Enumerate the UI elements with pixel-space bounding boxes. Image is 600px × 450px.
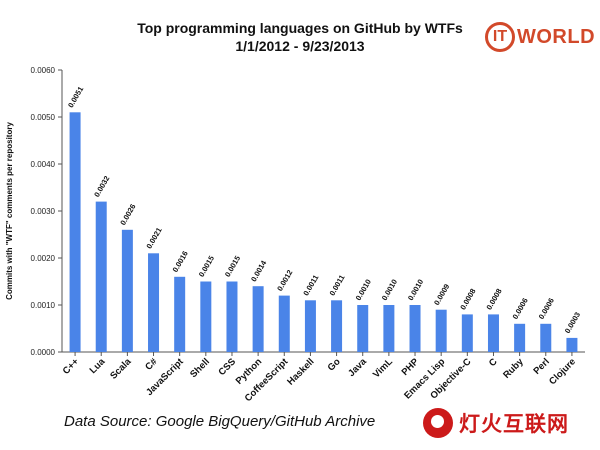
data-label: 0.0011 xyxy=(328,273,347,297)
category-label: C xyxy=(487,356,500,369)
bar xyxy=(461,314,473,352)
y-tick-label: 0.0040 xyxy=(31,160,56,169)
bar xyxy=(148,253,160,352)
bar xyxy=(226,281,238,352)
bar xyxy=(357,305,369,352)
data-label: 0.0032 xyxy=(92,174,111,198)
category-label: C# xyxy=(143,356,160,373)
bar xyxy=(487,314,499,352)
data-label: 0.0006 xyxy=(511,296,530,320)
bar xyxy=(95,201,107,352)
watermark: 灯火互联网 xyxy=(423,408,569,438)
data-label: 0.0010 xyxy=(380,278,399,302)
logo-mark: IT xyxy=(485,22,515,52)
category-label: Scala xyxy=(108,356,134,382)
bar xyxy=(331,300,343,352)
category-label: PHP xyxy=(400,356,422,378)
category-label: Perl xyxy=(531,356,551,376)
data-label: 0.0016 xyxy=(171,249,190,273)
data-label: 0.0008 xyxy=(484,287,503,311)
data-label: 0.0014 xyxy=(249,258,269,283)
data-label: 0.0003 xyxy=(563,311,582,335)
bar xyxy=(409,305,421,352)
data-label: 0.0021 xyxy=(144,226,163,250)
chart-subtitle: 1/1/2012 - 9/23/2013 xyxy=(235,38,365,54)
data-label: 0.0010 xyxy=(406,278,425,302)
itworld-logo: IT WORLD xyxy=(485,22,595,52)
data-label: 0.0006 xyxy=(537,296,556,320)
watermark-text: 灯火互联网 xyxy=(459,413,569,436)
y-tick-label: 0.0050 xyxy=(31,113,56,122)
bar xyxy=(69,112,81,352)
bar xyxy=(435,309,447,352)
data-label: 0.0011 xyxy=(301,273,320,297)
category-label: C++ xyxy=(61,356,82,377)
flame-logo-icon xyxy=(423,408,453,438)
category-label: Java xyxy=(346,356,369,379)
data-source: Data Source: Google BigQuery/GitHub Arch… xyxy=(64,413,376,430)
bar xyxy=(540,323,552,352)
y-axis-label: Commits with "WTF" comments per reposito… xyxy=(5,122,14,300)
y-tick-label: 0.0000 xyxy=(31,348,56,357)
data-label: 0.0010 xyxy=(354,278,373,302)
bar xyxy=(200,281,212,352)
bar xyxy=(252,286,264,352)
bar xyxy=(514,323,526,352)
data-label: 0.0008 xyxy=(458,287,477,311)
y-tick-label: 0.0030 xyxy=(31,207,56,216)
bar xyxy=(174,276,186,352)
data-label: 0.0051 xyxy=(66,85,85,109)
data-label: 0.0012 xyxy=(275,268,294,292)
category-label: Clojure xyxy=(547,356,578,387)
chart-title: Top programming languages on GitHub by W… xyxy=(137,20,463,36)
data-label: 0.0009 xyxy=(432,282,451,306)
bar xyxy=(304,300,316,352)
category-label: Haskell xyxy=(285,356,316,387)
category-label: VimL xyxy=(371,356,395,380)
category-label: Shell xyxy=(188,356,212,380)
y-tick-label: 0.0020 xyxy=(31,254,56,263)
category-label: CSS xyxy=(216,356,238,378)
logo-text: WORLD xyxy=(517,25,596,48)
bar xyxy=(383,305,395,352)
data-label: 0.0026 xyxy=(118,202,137,226)
y-tick-label: 0.0060 xyxy=(31,66,56,75)
category-label: Ruby xyxy=(501,356,526,381)
category-label: Lua xyxy=(88,356,108,376)
bar xyxy=(566,337,578,352)
data-label: 0.0015 xyxy=(197,254,216,278)
category-label: Go xyxy=(326,356,343,373)
bar xyxy=(278,295,290,352)
data-label: 0.0015 xyxy=(223,254,242,278)
y-tick-label: 0.0010 xyxy=(31,301,56,310)
bar xyxy=(121,229,133,352)
